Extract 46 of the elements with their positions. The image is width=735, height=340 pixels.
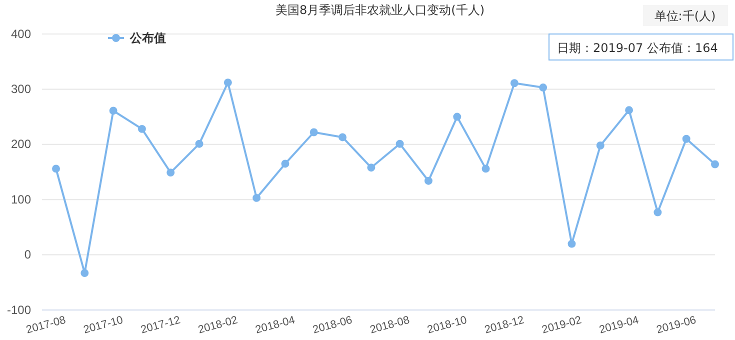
- point: [252, 194, 261, 202]
- point: [52, 164, 60, 173]
- point: [166, 168, 175, 177]
- point: [80, 269, 89, 277]
- x-tick-label: 2017-12: [140, 314, 182, 336]
- point: [596, 142, 604, 150]
- x-tick-label: 2017-08: [24, 314, 68, 336]
- point: [281, 160, 290, 168]
- point: [224, 78, 232, 87]
- point: [539, 84, 548, 92]
- y-tick-label: 100: [10, 192, 32, 206]
- x-tick-label: 2017-10: [82, 314, 124, 336]
- legend-label: 公布值: [129, 31, 166, 45]
- point: [367, 164, 376, 172]
- point: [138, 124, 146, 133]
- chart-title: 美国8月季调后非农就业人口变动(千人): [276, 3, 484, 17]
- point: [396, 140, 404, 148]
- x-tick-label: 2018-12: [483, 314, 526, 336]
- x-tick-label: 2018-08: [368, 314, 411, 336]
- point: [711, 160, 719, 168]
- x-tick-label: 2018-10: [426, 314, 468, 336]
- point: [568, 240, 576, 248]
- y-tick-label: -100: [6, 302, 32, 317]
- point: [310, 128, 318, 136]
- x-tick-label: 2018-06: [311, 314, 354, 336]
- point: [424, 176, 432, 185]
- point: [453, 112, 462, 121]
- point: [625, 106, 634, 114]
- x-tick-label: 2018-04: [254, 314, 296, 336]
- y-tick-label: 400: [10, 26, 32, 41]
- annotation: 日期：2019-07 公布值：164: [557, 41, 718, 55]
- x-tick-label: 2019-02: [540, 314, 583, 336]
- point: [195, 140, 204, 148]
- y-tick-label: 300: [10, 82, 32, 96]
- text: 单位:千(人): [654, 9, 716, 23]
- point: [482, 164, 490, 173]
- point: [682, 134, 690, 143]
- point: [109, 106, 118, 115]
- x-tick-label: 2019-04: [598, 314, 640, 336]
- point: [510, 79, 518, 88]
- x-tick-label: 2018-02: [196, 314, 239, 336]
- y-tick-label: 200: [10, 137, 32, 152]
- y-tick-label: 0: [24, 248, 32, 262]
- point: [654, 208, 662, 216]
- point: [338, 133, 347, 142]
- x-tick-label: 2019-06: [655, 314, 698, 336]
